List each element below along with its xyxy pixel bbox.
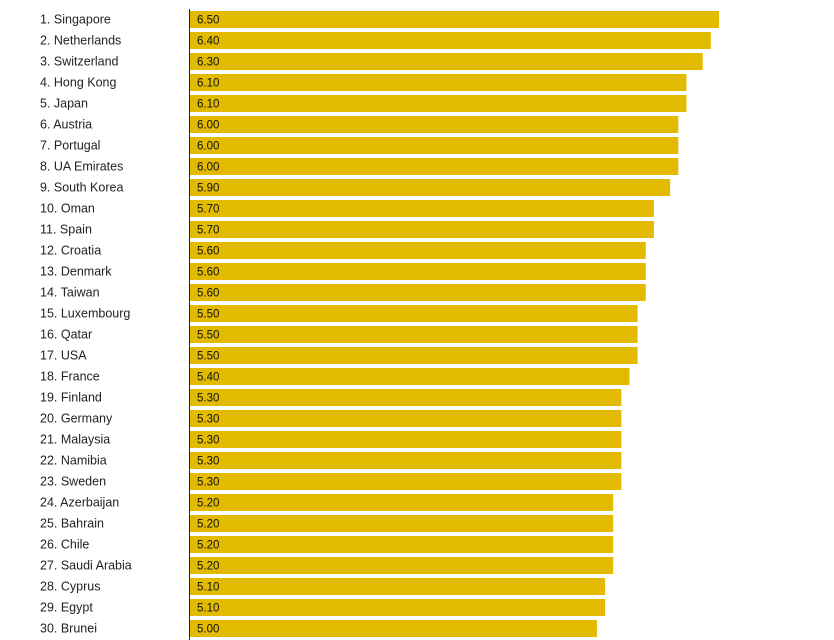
value-label: 5.00 [197, 624, 219, 636]
value-label: 6.40 [197, 36, 219, 48]
category-label: 21. Malaysia [40, 433, 110, 447]
bar [190, 137, 679, 154]
category-label: 23. Sweden [40, 475, 106, 489]
category-label: 9. South Korea [40, 181, 123, 195]
category-label: 5. Japan [40, 97, 88, 111]
bar [190, 389, 622, 406]
value-label: 6.50 [197, 15, 219, 27]
category-label: 2. Netherlands [40, 34, 121, 48]
bar [190, 74, 687, 91]
bar [190, 200, 654, 217]
value-label: 6.10 [197, 78, 219, 90]
category-label: 19. Finland [40, 391, 102, 405]
bar [190, 32, 711, 49]
bar [190, 599, 606, 616]
category-label: 29. Egypt [40, 601, 93, 615]
category-label: 10. Oman [40, 202, 95, 216]
bar [190, 305, 638, 322]
category-label: 30. Brunei [40, 622, 97, 636]
value-label: 6.00 [197, 162, 219, 174]
bar [190, 284, 646, 301]
bar [190, 578, 606, 595]
value-label: 5.40 [197, 372, 219, 384]
value-label: 5.30 [197, 435, 219, 447]
category-label: 24. Azerbaijan [40, 496, 119, 510]
category-label: 26. Chile [40, 538, 89, 552]
value-label: 5.30 [197, 414, 219, 426]
category-label: 13. Denmark [40, 265, 112, 279]
category-label: 28. Cyprus [40, 580, 100, 594]
value-label: 5.30 [197, 477, 219, 489]
category-label: 22. Namibia [40, 454, 107, 468]
bar [190, 263, 646, 280]
category-label: 6. Austria [40, 118, 92, 132]
category-label: 17. USA [40, 349, 87, 363]
category-label: 15. Luxembourg [40, 307, 130, 321]
category-label: 12. Croatia [40, 244, 101, 258]
category-label: 3. Switzerland [40, 55, 119, 69]
bar [190, 431, 622, 448]
bar [190, 368, 630, 385]
value-label: 5.60 [197, 246, 219, 258]
bar [190, 158, 679, 175]
value-label: 5.10 [197, 603, 219, 615]
bar [190, 620, 597, 637]
value-label: 5.60 [197, 288, 219, 300]
bar [190, 221, 654, 238]
value-label: 6.00 [197, 141, 219, 153]
category-label: 14. Taiwan [40, 286, 100, 300]
category-label: 7. Portugal [40, 139, 100, 153]
bar [190, 116, 679, 133]
bar [190, 11, 719, 28]
category-label: 25. Bahrain [40, 517, 104, 531]
value-label: 5.30 [197, 393, 219, 405]
bar [190, 494, 614, 511]
category-label: 16. Qatar [40, 328, 92, 342]
value-label: 5.50 [197, 309, 219, 321]
category-label: 8. UA Emirates [40, 160, 123, 174]
category-label: 20. Germany [40, 412, 113, 426]
category-label: 18. France [40, 370, 100, 384]
bar [190, 242, 646, 259]
value-label: 5.60 [197, 267, 219, 279]
value-label: 5.90 [197, 183, 219, 195]
value-label: 5.70 [197, 225, 219, 237]
bar [190, 53, 703, 70]
bar [190, 452, 622, 469]
value-label: 5.10 [197, 582, 219, 594]
value-label: 6.00 [197, 120, 219, 132]
category-label: 27. Saudi Arabia [40, 559, 132, 573]
value-label: 5.50 [197, 351, 219, 363]
bar [190, 410, 622, 427]
value-label: 5.20 [197, 519, 219, 531]
category-label: 4. Hong Kong [40, 76, 116, 90]
category-label: 1. Singapore [40, 13, 111, 27]
bar [190, 179, 671, 196]
value-label: 5.20 [197, 540, 219, 552]
bar [190, 557, 614, 574]
value-label: 5.70 [197, 204, 219, 216]
bar [190, 473, 622, 490]
bar [190, 515, 614, 532]
value-label: 5.30 [197, 456, 219, 468]
value-label: 6.30 [197, 57, 219, 69]
bars-group: 1. Singapore 6.50 2. Netherlands 6.40 3. Swi… [40, 11, 719, 637]
value-label: 5.50 [197, 330, 219, 342]
bar [190, 95, 687, 112]
value-label: 5.20 [197, 561, 219, 573]
value-label: 5.20 [197, 498, 219, 510]
category-label: 11. Spain [40, 223, 92, 237]
value-label: 6.10 [197, 99, 219, 111]
bar [190, 347, 638, 364]
bar [190, 326, 638, 343]
bar [190, 536, 614, 553]
